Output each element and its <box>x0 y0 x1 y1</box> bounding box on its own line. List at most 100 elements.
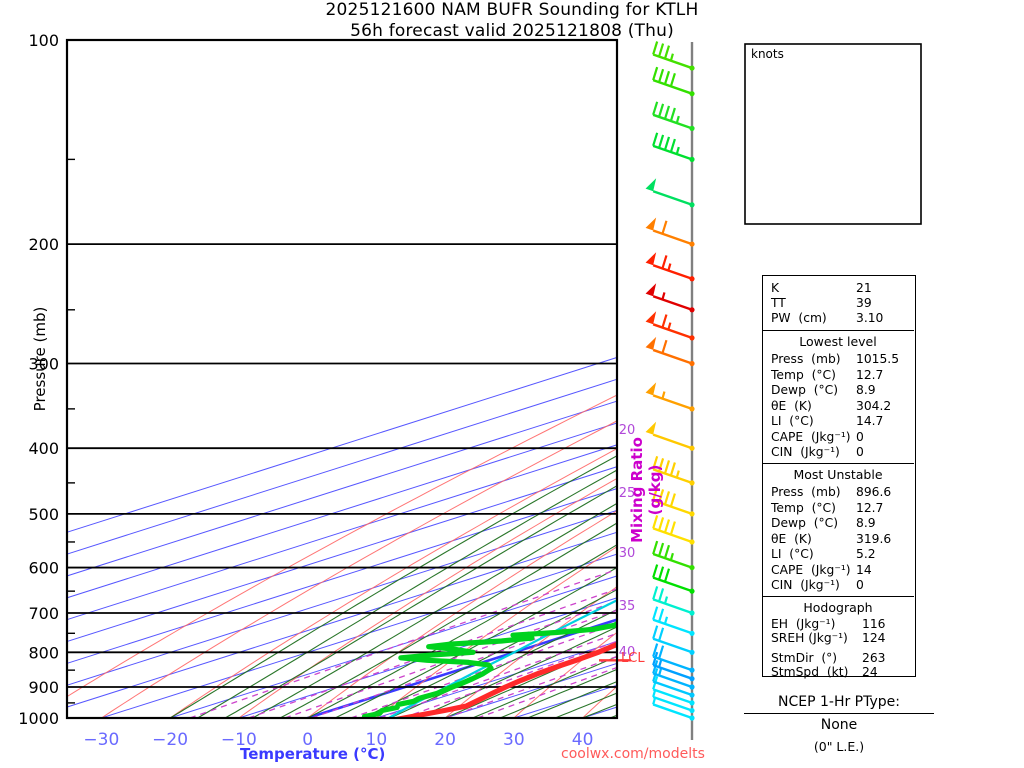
ptype-divider <box>744 713 934 715</box>
most-unstable-row-value-5: 14 <box>856 562 872 577</box>
most-unstable-row-value-3: 319.6 <box>856 531 892 546</box>
ptype-value: None <box>820 717 858 733</box>
mixing-right-tick-40: 40 <box>619 645 636 660</box>
most-unstable-row-value-4: 5.2 <box>856 547 876 561</box>
hodograph-stat-label-3: StmSpd (kt) <box>771 665 849 679</box>
wind-barb-750 <box>652 606 695 636</box>
lcl-marker-label: LCL <box>621 651 645 666</box>
wind-barb-225 <box>645 252 695 282</box>
hodograph-stat-value-2: 263 <box>862 651 886 665</box>
temperature-tick--20: −20 <box>152 730 188 750</box>
lowest-level-row-value-2: 8.9 <box>856 383 876 397</box>
most-unstable-row-label-3: θE (K) <box>771 531 812 546</box>
wind-barb-450 <box>652 455 695 486</box>
wind-barb-300 <box>645 336 695 367</box>
wind-barb-850 <box>652 643 695 673</box>
pressure-tick-400: 400 <box>28 439 59 458</box>
pressure-tick-600: 600 <box>28 559 59 578</box>
index-tt-label: TT <box>771 296 786 310</box>
lowest-level-row-value-5: 0 <box>856 429 864 444</box>
hodograph-inset <box>744 43 922 225</box>
wind-barb-800 <box>652 625 695 655</box>
temperature-tick-0: 0 <box>302 730 313 750</box>
index-pw-label: PW (cm) <box>771 311 827 325</box>
wind-barb-600 <box>652 540 695 571</box>
wind-barb-275 <box>645 311 695 341</box>
wind-barb-175 <box>645 178 695 208</box>
mixing-ratio-axis-label: Mixing Ratio (g/kg) <box>628 437 664 543</box>
page-title-line2: 56h forecast valid 2025121808 (Thu) <box>350 21 674 41</box>
temperature-tick-20: 20 <box>434 730 456 750</box>
most-unstable-row-value-2: 8.9 <box>856 516 876 530</box>
page-title-line1: 2025121600 NAM BUFR Sounding for KTLH <box>325 0 699 20</box>
temperature-tick-30: 30 <box>503 730 525 750</box>
temperature-trace <box>390 641 617 718</box>
most-unstable-row-value-6: 0 <box>856 578 864 592</box>
lowest-level-row-label-4: LI (°C) <box>771 414 814 428</box>
wind-barb-350 <box>645 382 695 412</box>
wind-barb-110 <box>652 41 695 71</box>
index-pw-value: 3.10 <box>856 311 884 325</box>
pressure-tick-700: 700 <box>28 604 59 623</box>
pressure-tick-200: 200 <box>28 235 59 254</box>
lowest-level-row-label-5: CAPE (Jkg⁻¹) <box>771 429 851 444</box>
wind-barb-120 <box>652 66 695 97</box>
most-unstable-row-label-5: CAPE (Jkg⁻¹) <box>771 562 851 577</box>
hodograph-stat-value-3: 24 <box>862 665 878 679</box>
background-grid <box>67 356 617 718</box>
panel-divider-3 <box>762 596 914 598</box>
ptype-amount: (0" L.E.) <box>813 739 865 754</box>
wind-barb-400 <box>645 421 695 451</box>
indices-panel <box>762 275 916 677</box>
index-k-value: 21 <box>856 281 872 295</box>
wind-barb-135 <box>652 101 695 131</box>
wind-barb-200 <box>645 217 695 247</box>
pressure-gridlines <box>67 39 617 719</box>
most-unstable-heading: Most Unstable <box>793 467 883 482</box>
hodograph-stat-label-0: EH (Jkg⁻¹) <box>771 617 836 631</box>
pressure-tick-900: 900 <box>28 678 59 697</box>
hodograph-units-label: knots <box>751 47 784 61</box>
hodograph-stat-label-2: StmDir (°) <box>771 651 838 665</box>
most-unstable-row-value-1: 12.7 <box>856 500 884 515</box>
wind-barb-650 <box>652 564 695 594</box>
most-unstable-row-label-2: Dewp (°C) <box>771 516 839 530</box>
hodograph-stat-label-1: SREH (Jkg⁻¹) <box>771 631 848 645</box>
temperature-axis-label: Temperature (°C) <box>240 745 386 763</box>
plot-frame <box>65 38 619 720</box>
lowest-level-row-value-6: 0 <box>856 445 864 459</box>
lowest-level-row-value-1: 12.7 <box>856 367 884 382</box>
lowest-level-row-value-4: 14.7 <box>856 414 884 428</box>
temperature-tick-40: 40 <box>572 730 594 750</box>
index-k-label: K <box>771 281 780 295</box>
wind-barb-column <box>645 41 695 740</box>
mixing-right-tick-20: 20 <box>619 423 636 438</box>
most-unstable-row-label-4: LI (°C) <box>771 547 814 561</box>
wind-barb-550 <box>652 515 695 545</box>
lowest-level-row-label-3: θE (K) <box>771 398 812 413</box>
dewpoint-trace <box>361 620 617 718</box>
pressure-tick-300: 300 <box>28 354 59 373</box>
hodograph-stat-value-1: 124 <box>862 631 886 645</box>
most-unstable-row-label-6: CIN (Jkg⁻¹) <box>771 578 840 592</box>
temperature-tick--10: −10 <box>221 730 257 750</box>
index-tt-value: 39 <box>856 296 872 310</box>
hodograph-stat-value-0: 116 <box>862 617 886 631</box>
wind-barb-500 <box>652 487 695 517</box>
wind-barb-875 <box>652 651 695 682</box>
ptype-heading: NCEP 1-Hr PType: <box>778 694 900 710</box>
mixing-right-tick-35: 35 <box>619 599 636 614</box>
temperature-tick--30: −30 <box>83 730 119 750</box>
lowest-level-heading: Lowest level <box>799 334 877 349</box>
wind-barb-150 <box>652 132 695 162</box>
most-unstable-row-label-0: Press (mb) <box>771 485 841 499</box>
wind-barb-700 <box>652 586 695 616</box>
pressure-axis-label: Pressure (mb) <box>31 306 49 412</box>
lowest-level-row-label-6: CIN (Jkg⁻¹) <box>771 445 840 459</box>
watermark: coolwx.com/modelts <box>561 746 705 762</box>
pressure-tick-800: 800 <box>28 643 59 662</box>
lowest-level-row-value-3: 304.2 <box>856 398 892 413</box>
lowest-level-row-label-2: Dewp (°C) <box>771 383 839 397</box>
panel-divider-1 <box>762 330 914 332</box>
